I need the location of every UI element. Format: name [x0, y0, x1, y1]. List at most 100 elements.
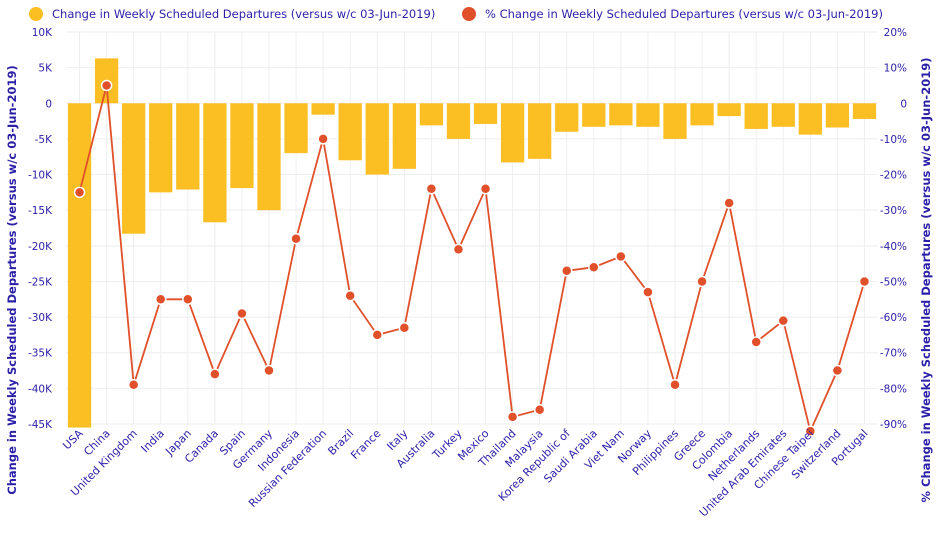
bar-india [149, 103, 173, 193]
bar-series [67, 58, 877, 428]
bar-turkey [446, 103, 471, 139]
right-tick-label: -20% [880, 170, 907, 182]
right-tick-label: -30% [880, 205, 907, 217]
right-tick-label: 20% [884, 27, 907, 39]
point-viet-nam [615, 250, 627, 263]
point-netherlands [750, 336, 762, 348]
left-tick-label: -15K [28, 205, 53, 217]
point-brazil [344, 289, 356, 302]
bar-mexico [473, 103, 498, 124]
left-tick-label: -25K [28, 276, 53, 288]
left-tick-label: 5K [38, 63, 53, 75]
line-path [78, 85, 866, 434]
point-spain [236, 307, 248, 320]
point-germany [263, 364, 275, 377]
right-tick-label: -80% [880, 383, 907, 395]
bar-france [365, 103, 389, 175]
left-tick-label: -45K [28, 419, 53, 431]
bar-greece [690, 103, 714, 126]
left-tick-label: -35K [28, 348, 53, 360]
point-norway [642, 286, 654, 298]
bar-colombia [717, 103, 741, 117]
bar-malaysia [528, 103, 552, 159]
bar-australia [419, 103, 444, 126]
legend-bar-label: Change in Weekly Scheduled Departures (v… [52, 7, 435, 21]
bar-brazil [338, 103, 362, 161]
left-tick-label: -10K [28, 170, 53, 182]
gridlines [66, 31, 878, 425]
bar-germany [257, 103, 281, 211]
right-axis-ticks: 20% 10% 0 -10% -20% -30% -40% -50% -60% -70% -80% -… [880, 27, 907, 431]
bar-viet-nam [609, 103, 633, 126]
bar-russian-federation [311, 103, 335, 115]
left-tick-label: 10K [32, 27, 53, 39]
point-japan [182, 293, 194, 306]
right-tick-label: -50% [880, 276, 907, 288]
left-tick-label: -20K [28, 241, 53, 253]
bar-norway [636, 103, 660, 127]
point-canada [209, 368, 221, 380]
point-malaysia [533, 403, 546, 416]
bar-canada [203, 103, 227, 223]
bar-united-kingdom [122, 103, 146, 234]
point-usa [73, 186, 86, 199]
point-switzerland [831, 364, 844, 377]
left-tick-label: 0 [45, 98, 52, 110]
right-tick-label: 10% [884, 63, 907, 75]
point-turkey [452, 243, 465, 256]
point-greece [696, 275, 708, 288]
legend-line-swatch [462, 7, 476, 21]
point-saudi-arabia [588, 261, 600, 273]
bar-switzerland [825, 103, 850, 128]
right-axis-title: % Change in Weekly Scheduled Departures … [919, 58, 933, 503]
bar-chinese-taipei [798, 103, 822, 135]
legend-line-label: % Change in Weekly Scheduled Departures … [485, 7, 883, 21]
point-russian-federation [317, 133, 329, 145]
right-tick-label: -40% [880, 241, 907, 253]
point-italy [398, 322, 411, 334]
bar-italy [392, 103, 416, 169]
point-united-arab-emirates [777, 314, 790, 327]
point-united-kingdom [127, 379, 140, 391]
category-label: India [139, 427, 167, 455]
right-tick-label: -70% [880, 348, 907, 360]
left-axis-ticks: 10K 5K 0 -5K -10K -15K -20K -25K -30K -35K -40K -45… [28, 27, 53, 431]
point-thailand [506, 411, 519, 423]
left-axis-title: Change in Weekly Scheduled Departures (v… [5, 65, 19, 494]
right-tick-label: -60% [880, 312, 907, 324]
bar-usa [67, 103, 92, 428]
right-tick-label: -10% [880, 134, 907, 146]
point-colombia [723, 197, 735, 209]
bar-spain [230, 103, 254, 189]
point-portugal [858, 275, 871, 288]
left-tick-label: -40K [28, 383, 53, 395]
point-france [371, 329, 384, 341]
point-indonesia [290, 232, 302, 245]
left-tick-label: -5K [35, 134, 53, 146]
bar-indonesia [284, 103, 308, 154]
legend: Change in Weekly Scheduled Departures (v… [29, 7, 883, 21]
category-label: France [348, 427, 383, 462]
point-china [100, 79, 113, 92]
point-korea-republic-of [560, 265, 573, 277]
bar-netherlands [744, 103, 768, 129]
point-chinese-taipei [804, 425, 817, 437]
bar-korea-republic-of [555, 103, 579, 132]
point-mexico [479, 183, 492, 195]
point-philippines [669, 379, 681, 391]
bar-portugal [852, 103, 877, 119]
bar-saudi-arabia [582, 103, 606, 127]
bar-united-arab-emirates [771, 103, 795, 127]
line-series [73, 79, 871, 437]
right-tick-label: 0 [900, 98, 907, 110]
left-tick-label: -30K [28, 312, 53, 324]
right-tick-label: -90% [880, 419, 907, 431]
bar-philippines [663, 103, 687, 139]
point-australia [425, 183, 438, 195]
point-india [154, 293, 167, 306]
bar-japan [176, 103, 200, 190]
legend-bar-swatch [29, 7, 43, 21]
